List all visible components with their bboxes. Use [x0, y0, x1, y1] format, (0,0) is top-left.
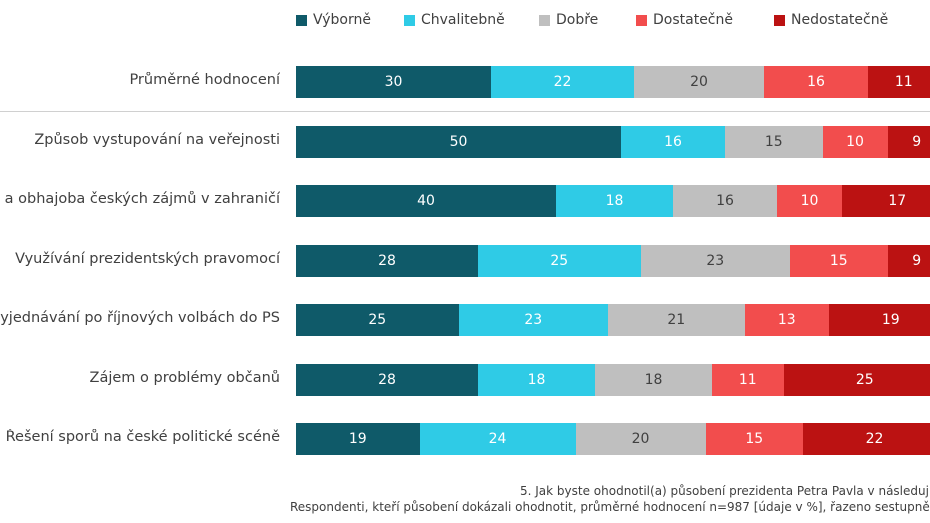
bar-segment: 16: [621, 126, 725, 158]
legend-swatch: [404, 14, 415, 26]
bar-segment: 40: [296, 185, 556, 217]
legend-swatch: [539, 14, 550, 26]
bar-segment: 19: [829, 304, 930, 336]
bar-segment: 28: [296, 364, 478, 396]
bar-segment: 25: [783, 364, 930, 396]
bar-segment: 25: [478, 245, 641, 277]
data-label: 40: [417, 193, 435, 209]
data-label: 25: [550, 253, 569, 269]
data-label: 19: [348, 431, 367, 447]
data-label: 23: [524, 312, 543, 328]
bar-segment: 10: [822, 126, 888, 158]
data-label: 16: [664, 134, 682, 150]
data-label: 16: [807, 74, 825, 90]
data-label: 18: [644, 372, 663, 388]
bar-segment: 24: [419, 423, 576, 455]
bar-segment: 15: [790, 245, 888, 277]
bar-segment: 17: [842, 185, 930, 217]
data-label: 15: [745, 431, 764, 447]
legend-item: Chvalitebně: [404, 12, 505, 28]
data-label: 30: [384, 74, 403, 90]
category-label: Způsob vystupování na veřejnosti: [34, 132, 280, 148]
bar-segment: 11: [868, 66, 930, 98]
category-label: Řešení sporů na české politické scéně: [5, 429, 280, 445]
legend-label: Dostatečně: [653, 12, 733, 28]
legend-label: Dobře: [556, 12, 599, 28]
bar-segment: 15: [705, 423, 803, 455]
footnote-respondents: Respondenti, kteří působení dokázali oho…: [290, 500, 930, 514]
bar-segment: 23: [458, 304, 608, 336]
legend-item: Dobře: [539, 12, 598, 28]
legend: Výborně Chvalitebně Dobře Dostatečně Nedosta…: [0, 12, 930, 32]
data-label: 17: [888, 193, 907, 209]
bar-segment: 16: [673, 185, 777, 217]
data-label: 10: [800, 193, 819, 209]
bar-segment: 20: [634, 66, 764, 98]
bar-segment: 18: [556, 185, 673, 217]
bar-segment: 9: [887, 245, 930, 277]
legend-swatch: [296, 14, 307, 26]
data-label: 9: [912, 134, 922, 150]
bar-segment: 22: [803, 423, 930, 455]
footnote-question: 5. Jak byste ohodnotil(a) působení prezi…: [520, 484, 930, 498]
data-label: 21: [667, 312, 686, 328]
data-label: 22: [865, 431, 884, 447]
bar-segment: 15: [725, 126, 823, 158]
bar-segment: 23: [640, 245, 790, 277]
data-label: 22: [553, 74, 572, 90]
data-label: 15: [829, 253, 848, 269]
data-label: 15: [764, 134, 783, 150]
data-label: 10: [846, 134, 864, 150]
legend-swatch: [636, 14, 647, 26]
bar-segment: 25: [296, 304, 459, 336]
legend-item: Dostatečně: [636, 12, 733, 28]
bar-segment: 28: [296, 245, 478, 277]
legend-label: Chvalitebně: [421, 12, 505, 28]
bar-segment: 50: [296, 126, 621, 158]
bar-segment: 18: [595, 364, 712, 396]
data-label: 11: [738, 372, 757, 388]
data-label: 23: [706, 253, 725, 269]
legend-swatch: [774, 14, 785, 26]
bar-segment: 18: [478, 364, 595, 396]
category-label: Zájem o problémy občanů: [89, 370, 280, 386]
category-label: e a obhajoba českých zájmů v zahraničí: [0, 191, 280, 207]
data-label: 20: [631, 431, 650, 447]
bar-segment: 20: [575, 423, 706, 455]
bar-segment: 9: [887, 126, 930, 158]
data-label: 11: [894, 74, 913, 90]
data-label: 28: [378, 372, 396, 388]
data-label: 19: [881, 312, 900, 328]
data-label: 20: [690, 74, 708, 90]
data-label: 25: [855, 372, 874, 388]
data-label: 18: [527, 372, 546, 388]
bar-segment: 16: [764, 66, 868, 98]
data-label: 25: [368, 312, 387, 328]
data-label: 13: [777, 312, 796, 328]
legend-item: Nedostatečně: [774, 12, 888, 28]
data-label: 18: [605, 193, 624, 209]
data-label: 50: [449, 134, 468, 150]
category-label: vyjednávání po říjnových volbách do PS: [0, 310, 280, 326]
bar-segment: 19: [296, 423, 420, 455]
data-label: 28: [378, 253, 396, 269]
bar-segment: 13: [744, 304, 829, 336]
divider: [0, 111, 930, 112]
category-label: Využívání prezidentských pravomocí: [15, 251, 280, 267]
bar-segment: 22: [491, 66, 634, 98]
bar-segment: 10: [777, 185, 842, 217]
bar-segment: 11: [712, 364, 784, 396]
data-label: 16: [716, 193, 734, 209]
category-label: Průměrné hodnocení: [129, 72, 280, 88]
legend-item: Výborně: [296, 12, 371, 28]
data-label: 9: [912, 253, 922, 269]
data-label: 24: [488, 431, 507, 447]
bar-segment: 30: [296, 66, 491, 98]
legend-label: Nedostatečně: [791, 12, 889, 28]
legend-label: Výborně: [313, 12, 371, 28]
bar-segment: 21: [608, 304, 745, 336]
